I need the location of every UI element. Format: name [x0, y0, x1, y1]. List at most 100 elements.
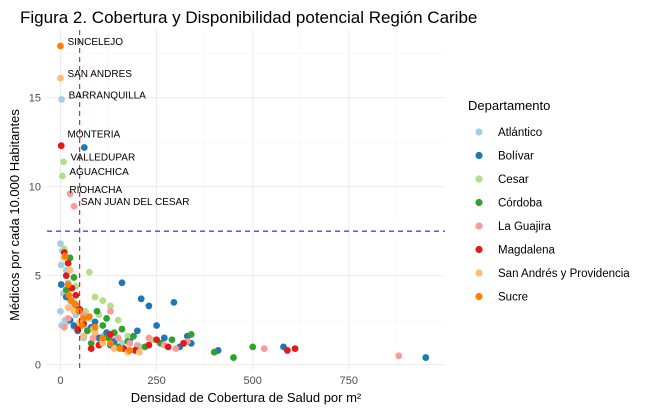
data-point	[118, 325, 126, 333]
data-point	[83, 327, 91, 335]
data-point	[61, 252, 69, 260]
data-point	[89, 334, 97, 342]
chart-title: Figura 2. Cobertura y Disponibilidad pot…	[20, 8, 477, 27]
point-label: BARRANQUILLA	[69, 90, 147, 101]
data-point	[116, 345, 124, 353]
data-point	[107, 339, 114, 347]
data-point	[422, 354, 430, 361]
data-point	[172, 345, 180, 353]
legend-swatch	[475, 292, 483, 301]
data-point	[145, 302, 153, 310]
data-point	[71, 300, 79, 308]
data-point	[118, 279, 126, 287]
legend-label: Sucre	[498, 292, 528, 304]
point-label: MONTERIA	[67, 130, 120, 141]
data-point	[60, 323, 68, 331]
data-point	[107, 330, 114, 338]
data-point	[91, 318, 99, 326]
legend-items: Atlántico Bolívar Cesar Córdoba La Guajira Ma…	[475, 127, 630, 304]
data-point	[57, 240, 64, 248]
data-point	[145, 334, 153, 342]
data-point	[87, 345, 95, 353]
data-point	[57, 281, 65, 288]
data-point	[91, 329, 99, 337]
point-label: AGUACHICA	[69, 167, 129, 178]
data-point	[70, 202, 78, 210]
data-point	[80, 314, 87, 322]
point-label: VALLEDUPAR	[71, 153, 136, 164]
legend-swatch	[475, 128, 483, 136]
data-point	[70, 274, 78, 281]
data-point	[126, 339, 134, 347]
data-point	[58, 172, 66, 180]
data-point	[133, 327, 141, 335]
legend-title: Departamento	[468, 98, 550, 113]
data-point	[99, 334, 107, 342]
data-point	[60, 158, 67, 166]
data-point	[62, 272, 70, 280]
data-point	[164, 343, 172, 351]
y-tick-label: 15	[29, 93, 41, 105]
data-point	[85, 268, 93, 276]
point-label: SAN ANDRES	[67, 69, 132, 80]
data-point	[124, 332, 132, 340]
legend-swatch	[475, 175, 483, 183]
data-point	[91, 323, 99, 331]
data-point	[135, 348, 143, 356]
x-tick-label: 500	[244, 375, 262, 387]
data-point	[93, 307, 101, 315]
data-point	[57, 74, 64, 82]
data-point	[62, 286, 70, 294]
legend-label: La Guajira	[498, 221, 552, 233]
data-point	[137, 295, 145, 303]
data-point	[130, 332, 137, 340]
data-point	[249, 343, 257, 351]
data-point	[57, 307, 64, 315]
legend-swatch	[475, 151, 483, 160]
x-axis-ticks: 0 250 500 750	[57, 375, 358, 387]
y-axis-ticks: 0 5 10 15	[29, 93, 41, 372]
data-point	[64, 259, 72, 267]
point-label: RIOHACHA	[69, 185, 122, 196]
data-point	[103, 314, 111, 322]
data-point	[64, 304, 72, 312]
data-point	[126, 347, 134, 354]
data-point	[87, 339, 95, 347]
data-point	[145, 341, 153, 349]
legend-swatch	[475, 222, 483, 230]
data-point	[114, 334, 122, 342]
data-point	[153, 336, 160, 344]
data-point	[99, 339, 107, 347]
reference-lines	[47, 30, 445, 370]
data-point	[187, 330, 195, 338]
data-point	[64, 314, 72, 322]
point-annotations: SINCELEJO SAN ANDRES BARRANQUILLA MONTERIA V…	[67, 37, 189, 208]
data-point	[283, 347, 291, 354]
data-point	[66, 266, 74, 274]
y-tick-label: 0	[35, 360, 41, 372]
data-points	[57, 42, 430, 361]
legend: Departamento Atlántico Bolívar Cesar Córdob…	[468, 98, 630, 304]
data-point	[91, 293, 99, 301]
data-point	[170, 298, 178, 306]
legend-label: Atlántico	[498, 127, 542, 139]
x-axis-title: Densidad de Cobertura de Salud por m²	[131, 390, 362, 405]
legend-swatch	[475, 245, 483, 254]
grid-lines	[47, 30, 445, 370]
data-point	[210, 348, 218, 356]
data-point	[160, 334, 168, 342]
data-point	[65, 291, 73, 299]
x-tick-label: 250	[147, 375, 165, 387]
data-point	[72, 291, 80, 299]
data-point	[230, 354, 237, 361]
data-point	[57, 261, 65, 269]
data-point	[180, 339, 187, 347]
legend-label: San Andrés y Providencia	[498, 268, 630, 280]
data-point	[291, 345, 299, 353]
data-point	[107, 302, 114, 310]
data-point	[260, 345, 268, 353]
data-point	[168, 336, 176, 344]
x-tick-label: 750	[340, 375, 358, 387]
legend-label: Cesar	[498, 174, 529, 186]
point-label: SINCELEJO	[67, 37, 123, 48]
